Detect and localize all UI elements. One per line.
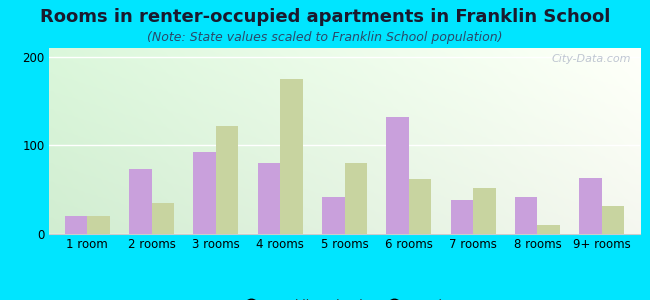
Bar	[280, 79, 303, 234]
Bar	[538, 225, 560, 234]
Text: Rooms in renter-occupied apartments in Franklin School: Rooms in renter-occupied apartments in F…	[40, 8, 610, 26]
Bar	[216, 126, 239, 234]
Bar	[579, 178, 602, 234]
Bar	[344, 163, 367, 234]
Bar	[87, 216, 110, 234]
Bar	[602, 206, 624, 234]
Bar	[515, 197, 538, 234]
Text: (Note: State values scaled to Franklin School population): (Note: State values scaled to Franklin S…	[148, 32, 502, 44]
Bar	[194, 152, 216, 234]
Text: City-Data.com: City-Data.com	[552, 54, 631, 64]
Bar	[65, 216, 87, 234]
Bar	[473, 188, 495, 234]
Bar	[409, 179, 432, 234]
Bar	[386, 117, 409, 234]
Legend: Franklin School, Peoria: Franklin School, Peoria	[233, 294, 456, 300]
Bar	[322, 197, 344, 234]
Bar	[257, 163, 280, 234]
Bar	[151, 203, 174, 234]
Bar	[450, 200, 473, 234]
Bar	[129, 169, 151, 234]
